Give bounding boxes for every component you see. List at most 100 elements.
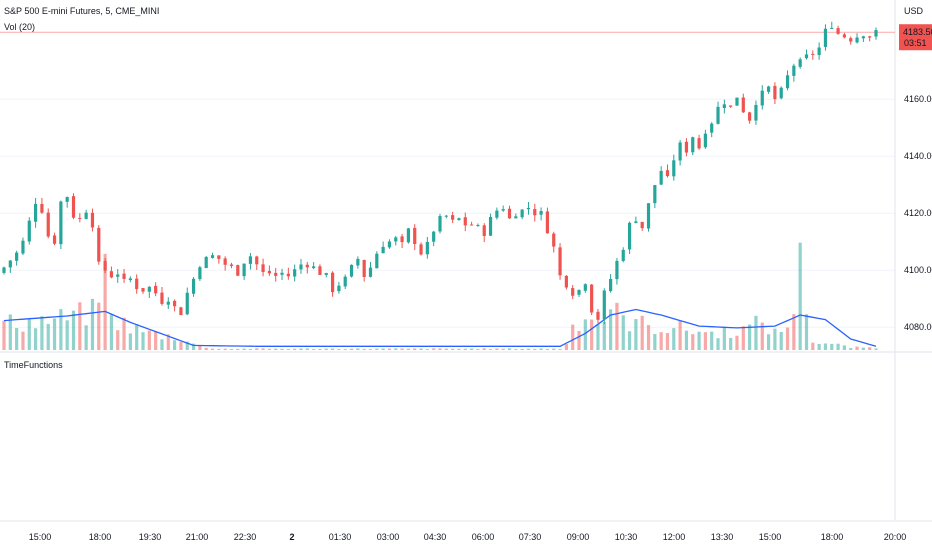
candle-body: [97, 227, 101, 262]
candle-body: [773, 85, 777, 100]
volume-bar: [748, 324, 752, 350]
candle-body: [33, 203, 38, 222]
candle-body: [166, 301, 170, 305]
volume-bar: [811, 342, 815, 350]
volume-bar: [147, 330, 151, 350]
candle-body: [716, 106, 720, 124]
candle-body: [141, 288, 145, 292]
candle-body: [217, 255, 221, 259]
candle-body: [324, 273, 328, 275]
volume-bar: [223, 348, 227, 350]
candle-body: [65, 197, 69, 202]
volume-bar: [356, 348, 360, 350]
candle-body: [571, 288, 575, 296]
volume-legend[interactable]: Vol (20): [4, 22, 36, 32]
candle-body: [419, 244, 423, 255]
volume-bar: [640, 315, 644, 350]
volume-bar: [293, 348, 297, 350]
volume-bar: [40, 316, 44, 350]
volume-bar: [590, 319, 594, 350]
volume-bar: [855, 346, 859, 350]
candle-body: [855, 37, 859, 43]
candle-body: [552, 233, 556, 247]
candle-body: [627, 222, 632, 250]
volume-bar: [330, 348, 335, 350]
time-tick-label: 19:30: [139, 532, 162, 542]
candle-body: [798, 59, 802, 67]
candle-body: [539, 211, 543, 215]
time-tick-label: 13:30: [711, 532, 734, 542]
candle-body: [318, 266, 322, 275]
candle-body: [703, 133, 707, 148]
candle-body: [507, 208, 512, 219]
candle-body: [425, 241, 429, 255]
volume-bar: [52, 318, 57, 350]
volume-bar: [349, 348, 354, 350]
volume-bar: [425, 349, 429, 350]
candle-body: [229, 264, 234, 266]
volume-bar: [337, 349, 341, 350]
volume-bar: [716, 338, 720, 350]
symbol-legend[interactable]: S&P 500 E-mini Futures, 5, CME_MINI: [4, 6, 160, 16]
volume-bar: [596, 324, 600, 350]
candle-body: [400, 236, 404, 243]
volume-bar: [267, 348, 271, 350]
time-axis[interactable]: 15:00 18:00 19:30 21:00 22:30 2 01:30 03:00 04:3…: [29, 532, 907, 542]
volume-bar: [432, 348, 436, 350]
volume-bar: [646, 325, 651, 350]
volume-bar: [798, 242, 802, 350]
volume-bar: [868, 347, 872, 350]
volume-bar: [305, 348, 309, 350]
volume-bar: [773, 328, 777, 350]
lower-pane-title[interactable]: TimeFunctions: [4, 360, 63, 370]
volume-bar: [609, 309, 613, 350]
volume-bar: [785, 327, 790, 350]
candle-body: [735, 97, 739, 106]
candle-body: [387, 241, 392, 248]
volume-bar: [191, 343, 196, 350]
candle-body: [533, 209, 537, 216]
volume-bar: [280, 348, 284, 350]
time-tick-label: 18:00: [821, 532, 844, 542]
time-tick-label: 21:00: [186, 532, 209, 542]
volume-bar: [154, 331, 158, 350]
candle-body: [830, 27, 834, 29]
candle-body: [84, 212, 88, 219]
volume-bar: [21, 331, 25, 350]
price-axis[interactable]: 4160.00 4140.00 4120.00 4100.00 4080.00: [904, 94, 932, 332]
candle-body: [280, 272, 284, 275]
candle-body: [406, 228, 411, 243]
volume-bar: [406, 348, 411, 350]
candle-body: [684, 141, 689, 153]
candle-body: [362, 259, 366, 277]
volume-bar: [507, 348, 512, 350]
volume-bar: [779, 331, 783, 350]
volume-bar: [90, 298, 95, 350]
volume-bar: [248, 349, 253, 350]
candle-body: [59, 201, 63, 245]
candle-body: [78, 217, 82, 219]
candle-body: [722, 104, 726, 109]
candle-body: [495, 210, 499, 218]
currency-label[interactable]: USD: [904, 6, 924, 16]
candle-body: [293, 269, 297, 277]
volume-bar: [242, 348, 246, 350]
candle-body: [823, 28, 828, 47]
candle-body: [482, 225, 486, 236]
volume-bar: [842, 345, 847, 350]
candle-body: [672, 160, 676, 177]
time-tick-label: 15:00: [29, 532, 52, 542]
volume-bar: [823, 343, 828, 350]
candle-body: [27, 220, 31, 242]
volume-bar: [141, 332, 145, 350]
volume-bar: [71, 310, 76, 350]
candle-body: [337, 285, 341, 292]
volume-bar: [564, 344, 568, 350]
candle-body: [766, 86, 771, 92]
candle-body: [678, 142, 682, 161]
time-tick-label: 18:00: [89, 532, 112, 542]
volume-bar: [476, 349, 480, 350]
volume-bar: [710, 331, 714, 350]
price-grid: [0, 0, 932, 522]
